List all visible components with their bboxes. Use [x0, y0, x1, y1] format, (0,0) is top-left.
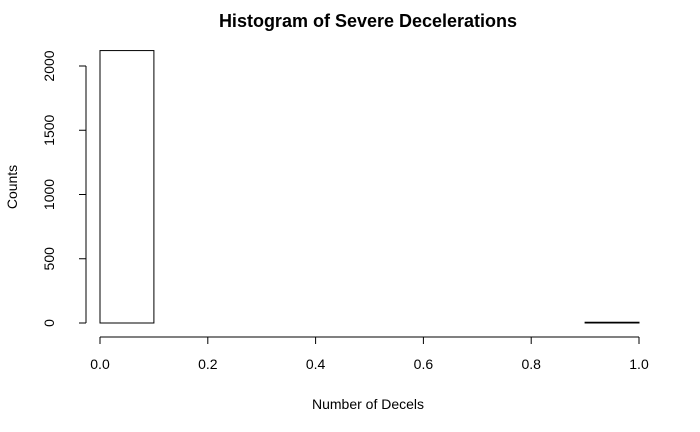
y-tick-label: 500 [41, 247, 57, 271]
y-tick-label: 1000 [41, 179, 57, 210]
y-tick-label: 2000 [41, 50, 57, 81]
bars-group [99, 50, 640, 324]
x-axis: 0.0 0.2 0.4 0.6 0.8 1.0 [90, 336, 649, 372]
x-tick-label: 0.4 [306, 356, 326, 372]
x-tick-label: 0.6 [414, 356, 434, 372]
y-tick-label: 0 [41, 319, 57, 327]
y-axis: 0 500 1000 1500 2000 [41, 50, 87, 327]
x-tick-label: 0.2 [198, 356, 218, 372]
chart-title: Histogram of Severe Decelerations [219, 11, 517, 31]
x-axis-label: Number of Decels [312, 396, 424, 412]
y-axis-label: Counts [4, 165, 20, 209]
histogram-bar-9 [584, 321, 640, 324]
x-tick-label: 0.0 [90, 356, 110, 372]
x-tick-label: 1.0 [629, 356, 649, 372]
y-tick-label: 1500 [41, 114, 57, 145]
histogram-bar-0 [99, 50, 155, 324]
x-tick-label: 0.8 [521, 356, 541, 372]
